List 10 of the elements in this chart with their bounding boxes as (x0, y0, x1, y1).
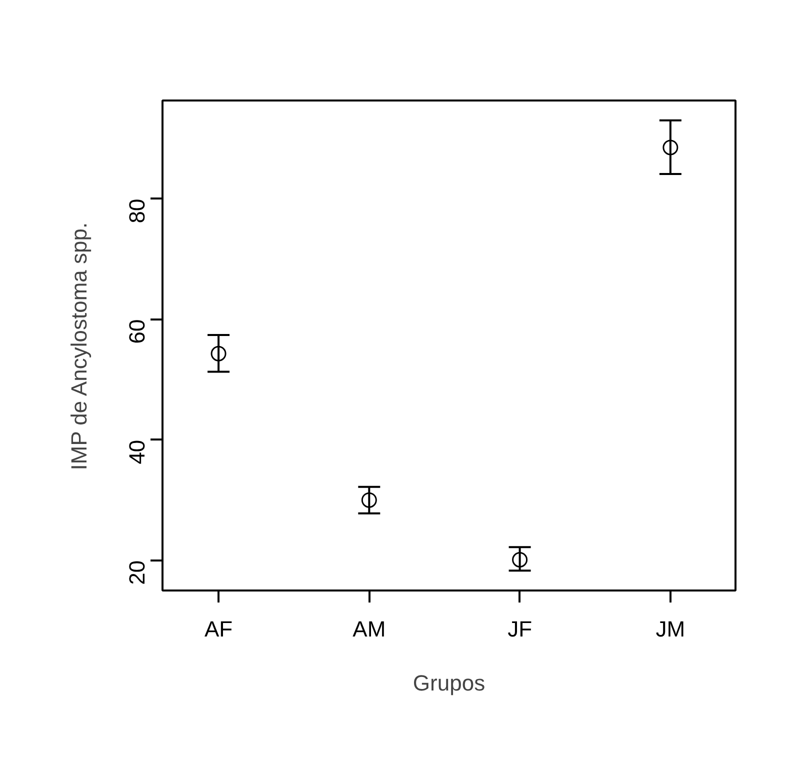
y-tick-label: 80 (124, 198, 150, 224)
x-tick-label: JM (656, 616, 686, 642)
y-axis-title: IMP de Ancylostoma spp. (66, 222, 92, 470)
y-tick-label: 20 (124, 560, 150, 585)
x-axis-title: Grupos (412, 670, 486, 696)
x-tick-label: JF (508, 616, 532, 642)
y-tick-label: 60 (124, 319, 150, 344)
y-tick-label: 40 (124, 440, 150, 464)
x-tick-label: AM (352, 616, 386, 642)
x-tick-label: AF (204, 616, 233, 642)
